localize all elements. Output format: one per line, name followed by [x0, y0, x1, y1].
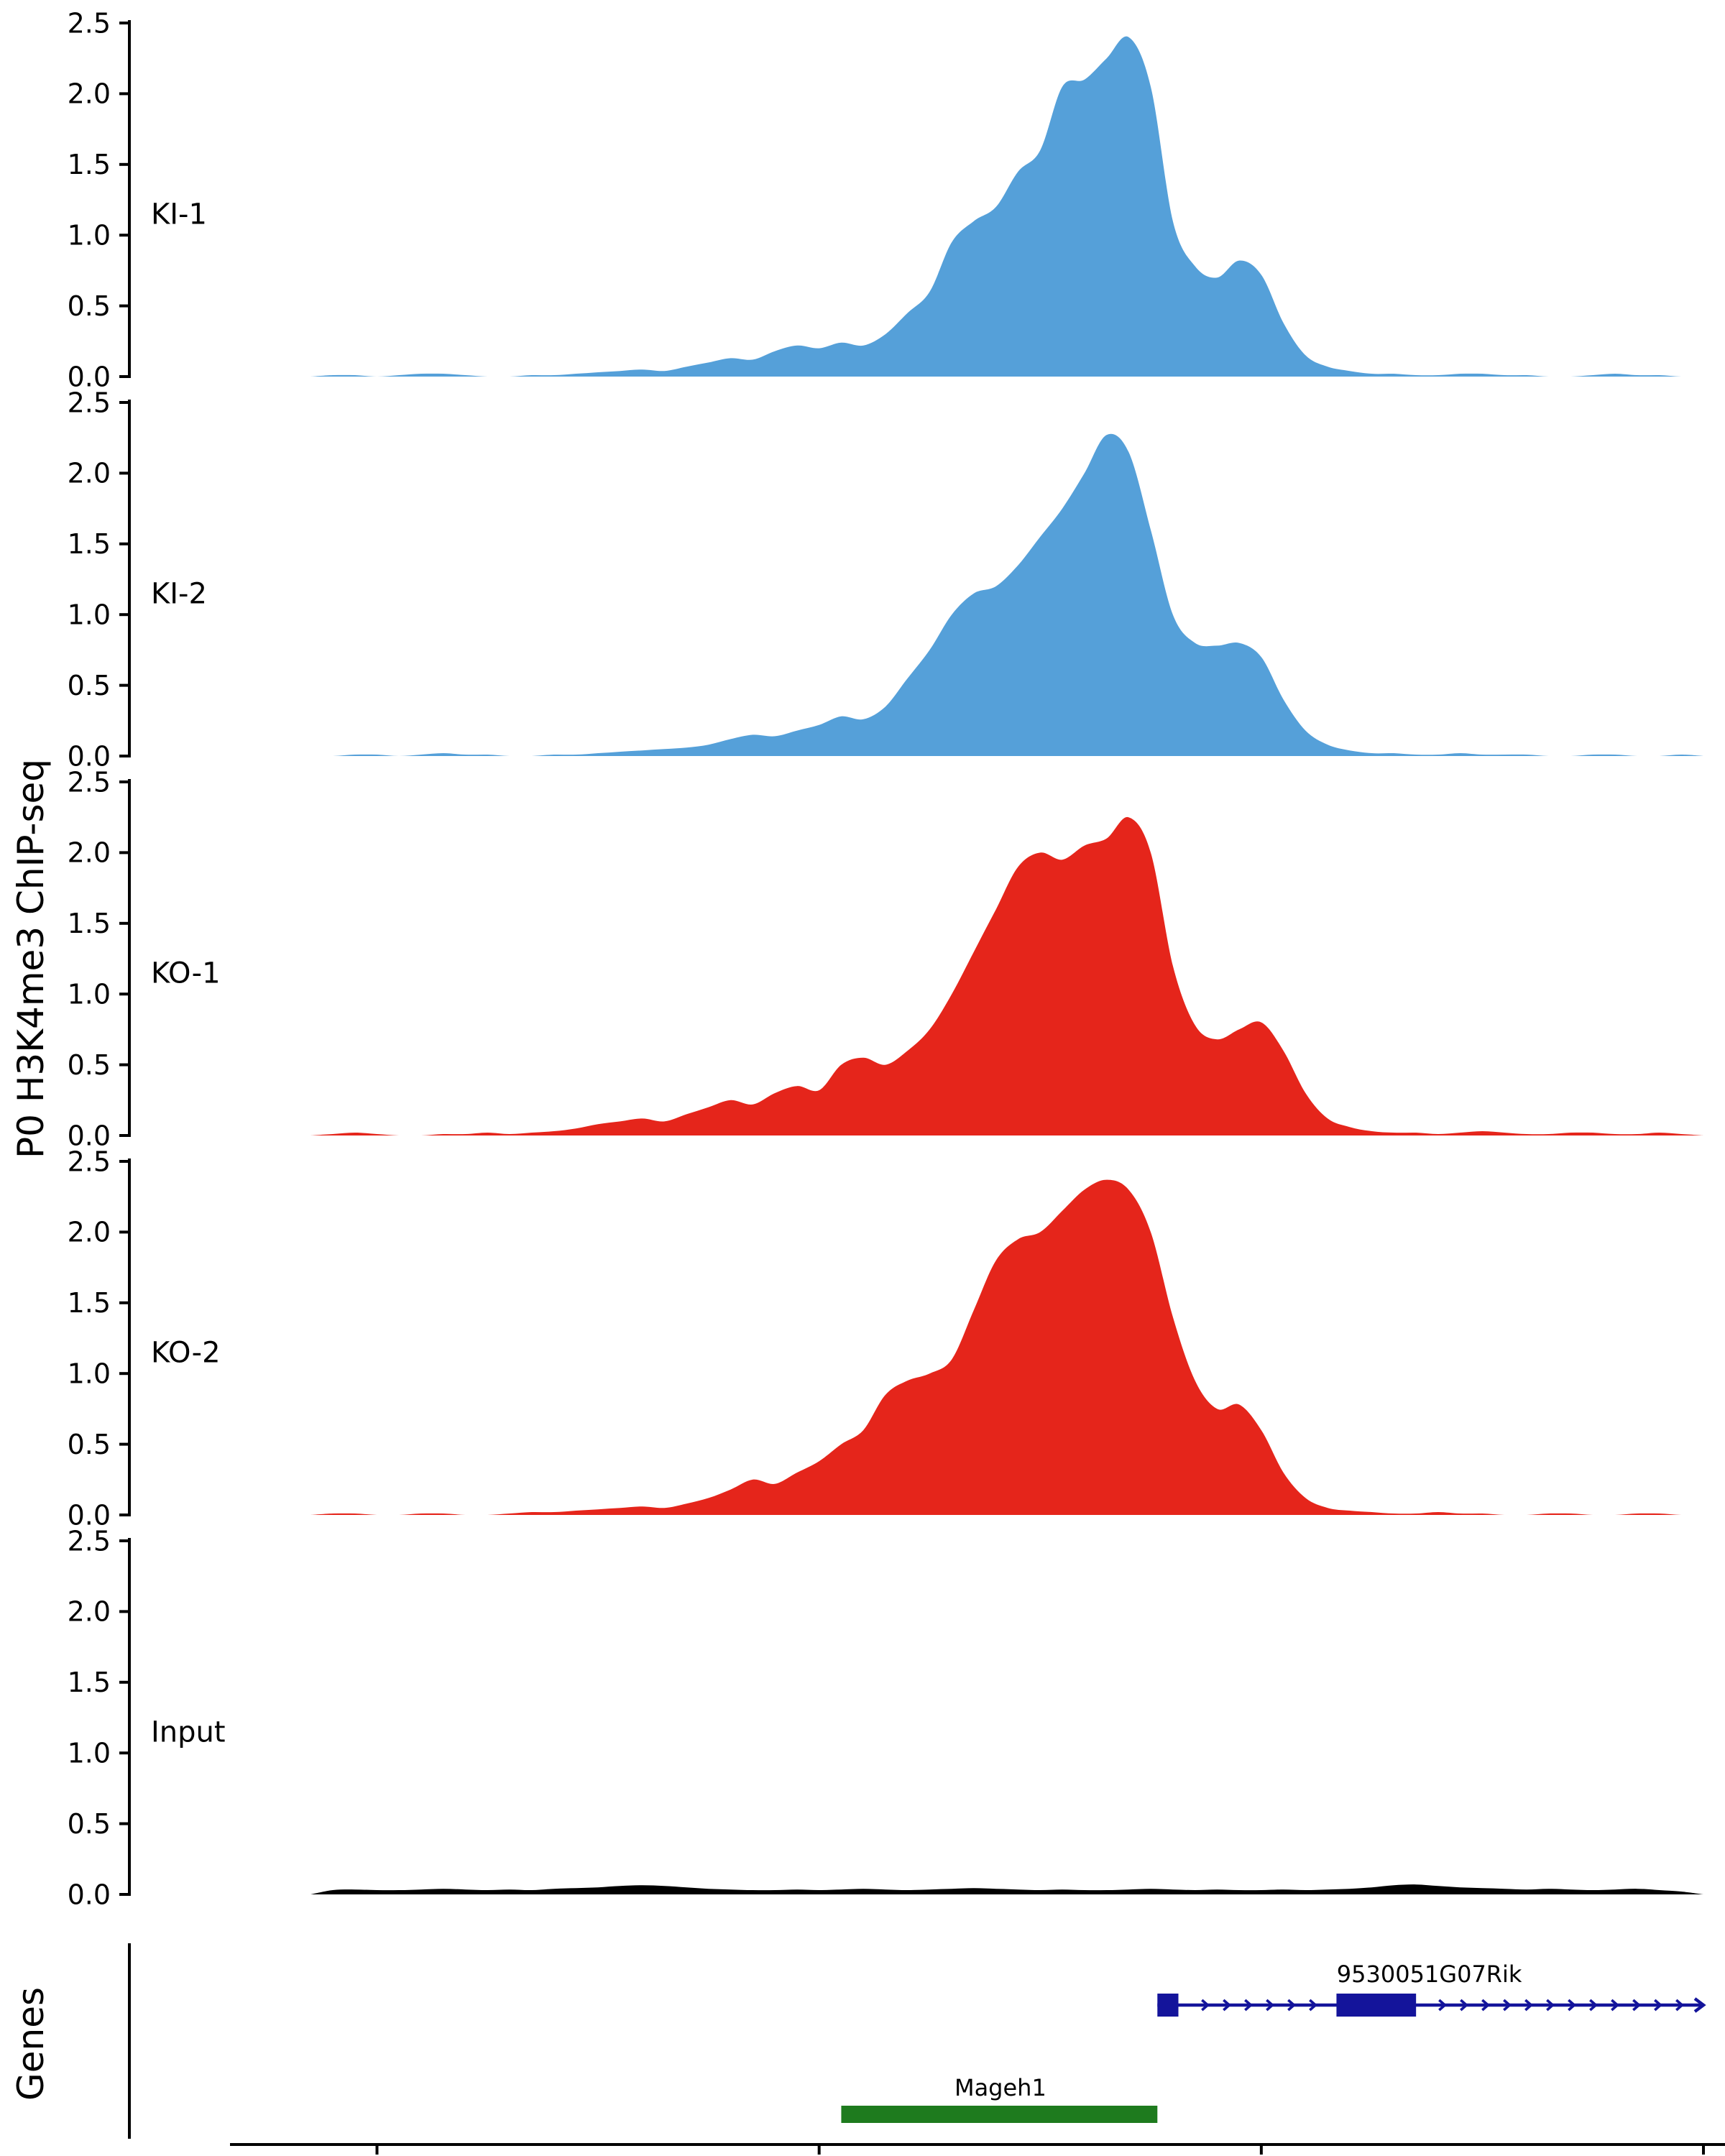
strand-arrow-icon: [1632, 1999, 1642, 2012]
y-tick-label: 2.0: [68, 1217, 111, 1248]
track-ki-1: 0.0 0.5 1.0 1.5 2.0 2.5 KI-1: [68, 7, 1704, 392]
y-tick-label: 1.0: [68, 220, 111, 252]
strand-arrow-icon: [1546, 1999, 1555, 2012]
gene-mageh1: Mageh1: [841, 2074, 1158, 2123]
y-tick-label: 0.5: [68, 670, 111, 701]
y-tick-label: 2.5: [68, 766, 111, 798]
y-tick-label: 1.0: [68, 1358, 111, 1390]
y-tick-label: 0.0: [68, 361, 111, 392]
gene-box: [841, 2106, 1158, 2123]
signal-area-input: [310, 1884, 1704, 1894]
strand-arrow-icon: [1654, 1999, 1663, 2012]
track-label-ki-2: KI-2: [151, 578, 207, 611]
y-tick-label: 2.0: [68, 837, 111, 869]
y-tick-label: 0.5: [68, 290, 111, 322]
strand-end-arrow-icon: [1693, 1997, 1706, 2013]
x-axis: 153034000153036000153038000153040000: [230, 2143, 1725, 2156]
y-tick-label: 2.5: [68, 7, 111, 39]
y-tick-label: 1.0: [68, 979, 111, 1010]
y-tick-label: 0.0: [68, 1120, 111, 1151]
y-tick-label: 0.0: [68, 1879, 111, 1910]
signal-area-ki-2: [310, 433, 1704, 756]
gene-exon: [1336, 1994, 1417, 2017]
strand-arrow-icon: [1524, 1999, 1534, 2012]
track-input: 0.0 0.5 1.0 1.5 2.0 2.5 Input: [68, 1525, 1704, 1910]
signal-tracks: 0.0 0.5 1.0 1.5 2.0 2.5 KI-1 0.0 0.5 1.0 1.5 2.0 2.5…: [68, 7, 1704, 1910]
strand-arrow-icon: [1675, 1999, 1685, 2012]
track-label-ko-1: KO-1: [151, 957, 221, 990]
track-ko-2: 0.0 0.5 1.0 1.5 2.0 2.5 KO-2: [68, 1146, 1704, 1531]
signal-area-ki-1: [310, 36, 1704, 377]
y-tick-label: 2.5: [68, 1146, 111, 1177]
gene-9530051g07rik: 9530051G07Rik: [1157, 1961, 1706, 2017]
gene-name-label: 9530051G07Rik: [1337, 1961, 1522, 1988]
strand-arrow-icon: [1223, 1999, 1232, 2012]
track-ko-1: 0.0 0.5 1.0 1.5 2.0 2.5 KO-1: [68, 766, 1704, 1151]
strand-arrow-icon: [1568, 1999, 1577, 2012]
track-label-ki-1: KI-1: [151, 198, 207, 231]
y-tick-label: 0.0: [68, 740, 111, 772]
y-tick-label: 1.0: [68, 599, 111, 631]
y-tick-label: 0.0: [68, 1499, 111, 1531]
y-tick-label: 1.5: [68, 908, 111, 939]
strand-arrow-icon: [1503, 1999, 1512, 2012]
genes-panel-title: Genes: [10, 1987, 52, 2101]
strand-arrow-icon: [1589, 1999, 1598, 2012]
y-tick-label: 1.5: [68, 528, 111, 560]
y-tick-label: 0.5: [68, 1429, 111, 1460]
strand-arrow-icon: [1201, 1999, 1210, 2012]
y-tick-label: 2.0: [68, 458, 111, 489]
strand-arrow-icon: [1287, 1999, 1297, 2012]
track-label-ko-2: KO-2: [151, 1337, 221, 1370]
y-tick-label: 1.0: [68, 1738, 111, 1769]
signal-area-ko-1: [310, 816, 1704, 1135]
strand-arrow-icon: [1266, 1999, 1275, 2012]
signal-area-ko-2: [310, 1179, 1704, 1515]
y-tick-label: 2.0: [68, 78, 111, 110]
track-label-input: Input: [151, 1716, 226, 1749]
strand-arrow-icon: [1481, 1999, 1491, 2012]
y-tick-label: 2.5: [68, 1525, 111, 1557]
gene-exon: [1157, 1994, 1179, 2017]
strand-arrow-icon: [1309, 1999, 1318, 2012]
y-tick-label: 2.0: [68, 1596, 111, 1628]
strand-arrow-icon: [1438, 1999, 1448, 2012]
genes-panel: 9530051G07Rik Mageh1: [128, 1943, 1706, 2139]
y-tick-label: 1.5: [68, 1667, 111, 1698]
strand-arrow-icon: [1244, 1999, 1254, 2012]
y-tick-label: 0.5: [68, 1049, 111, 1081]
strand-arrow-icon: [1611, 1999, 1620, 2012]
y-tick-label: 0.5: [68, 1808, 111, 1840]
y-tick-label: 2.5: [68, 387, 111, 418]
strand-arrow-icon: [1460, 1999, 1469, 2012]
y-axis-title: P0 H3K4me3 ChIP-seq: [10, 759, 52, 1158]
y-tick-label: 1.5: [68, 149, 111, 180]
y-tick-label: 1.5: [68, 1287, 111, 1319]
track-ki-2: 0.0 0.5 1.0 1.5 2.0 2.5 KI-2: [68, 387, 1704, 772]
gene-name-label: Mageh1: [954, 2074, 1046, 2101]
